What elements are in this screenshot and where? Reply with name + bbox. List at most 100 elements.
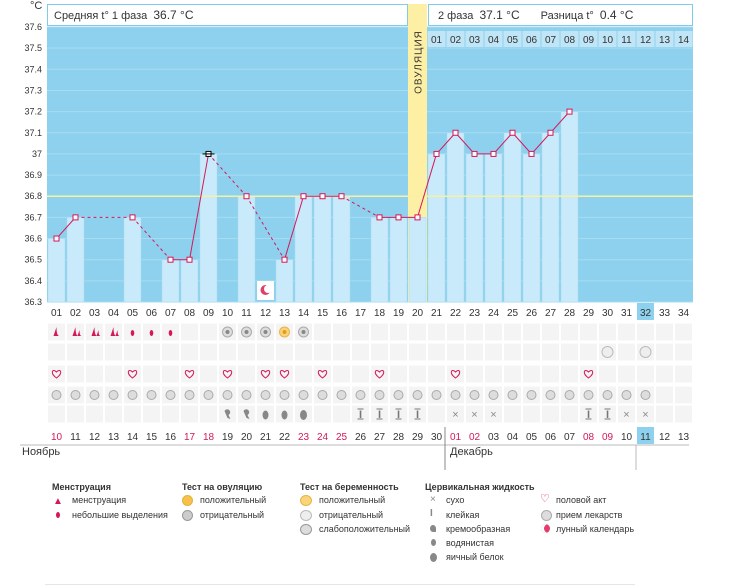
phase2-day-label: 13	[659, 35, 671, 46]
temperature-line-segment	[341, 195, 380, 218]
calendar-date: 11	[70, 432, 81, 443]
pregtest-negative-icon	[601, 346, 614, 358]
symbol-cell	[294, 342, 313, 362]
x-day-label: 17	[355, 308, 367, 319]
symbol-cell	[142, 364, 161, 384]
calendar-date: 14	[127, 432, 139, 443]
temperature-bar	[66, 217, 85, 303]
phase2-summary: 2 фаза 37.1 °C Разница t° 0.4 °C	[428, 4, 693, 26]
symbol-cell	[408, 342, 427, 362]
symbol-cell	[85, 342, 104, 362]
heart-icon	[279, 370, 290, 379]
symbol-cell	[503, 342, 522, 362]
pill-icon	[260, 390, 271, 400]
symbol-cell	[617, 342, 636, 362]
phase2-day-label: 14	[678, 35, 690, 46]
symbol-cell	[408, 404, 427, 424]
x-day-label: 24	[488, 308, 500, 319]
phase2-day-cell	[522, 31, 541, 47]
legend-cervical-sticky: клейкая	[446, 510, 480, 520]
sticky-icon: I	[606, 409, 609, 421]
symbol-cell	[598, 364, 617, 384]
symbol-cell	[655, 364, 674, 384]
symbol-cell	[579, 364, 598, 384]
calendar-date: 04	[507, 432, 519, 443]
symbol-cell	[199, 404, 218, 424]
y-tick-label: 37.5	[24, 43, 42, 53]
ovtest-positive-dot	[282, 330, 287, 334]
symbol-cell	[66, 342, 85, 362]
temperature-bar	[180, 259, 199, 303]
calendar-date: 21	[260, 432, 272, 443]
temperature-point	[566, 108, 573, 115]
legend-cervical-creamy: кремообразная	[446, 524, 511, 534]
ovtest-positive-icon	[182, 495, 193, 506]
phase2-day-label: 04	[488, 35, 500, 46]
temperature-point	[167, 256, 174, 263]
calendar-date: 02	[469, 432, 481, 443]
symbol-cell	[256, 342, 275, 362]
current-date-highlight	[637, 427, 654, 444]
pregtest-negative-icon	[639, 346, 652, 358]
temperature-line-segment	[189, 153, 209, 260]
temperature-bar	[446, 132, 465, 303]
symbol-cell	[237, 364, 256, 384]
symbol-cell	[332, 342, 351, 362]
temperature-point	[338, 193, 345, 200]
dry-icon: ×	[430, 494, 436, 505]
calendar-date: 10	[621, 432, 633, 443]
symbol-cell	[674, 404, 693, 424]
symbol-cell	[370, 404, 389, 424]
symbol-cell	[579, 404, 598, 424]
symbol-cell	[313, 364, 332, 384]
calendar-date: 26	[355, 432, 367, 443]
y-tick-label: 37.3	[24, 85, 42, 95]
phase2-day-cell	[636, 31, 655, 47]
temperature-line-segment	[246, 195, 285, 260]
y-tick-label: 36.4	[24, 276, 42, 286]
legend-cervical-eggwhite: яичный белок	[446, 552, 504, 562]
symbol-cell	[199, 364, 218, 384]
phase2-day-cell	[427, 31, 446, 47]
x-day-label: 03	[89, 308, 101, 319]
calendar-date: 24	[317, 432, 329, 443]
legend-moon: лунный календарь	[556, 524, 635, 534]
menstruation-icon	[77, 330, 82, 336]
symbol-cell	[446, 342, 465, 362]
temperature-point	[376, 214, 383, 221]
x-day-label: 25	[507, 308, 519, 319]
symbol-cell	[446, 364, 465, 384]
symbol-cell	[256, 364, 275, 384]
symbol-cell	[180, 364, 199, 384]
temperature-line-segment	[512, 132, 532, 155]
symbol-cell	[484, 322, 503, 342]
sticky-icon: I	[397, 409, 400, 421]
pill-icon	[146, 390, 157, 400]
phase2-day-cell	[484, 31, 503, 47]
calendar-date: 13	[678, 432, 690, 443]
x-day-label: 22	[450, 308, 462, 319]
menstruation-icon	[110, 327, 117, 336]
pill-icon	[507, 390, 518, 400]
legend-pregtest-title: Тест на беременность	[300, 482, 399, 492]
symbol-cell	[370, 322, 389, 342]
legend-cervical-dry: сухо	[446, 495, 465, 505]
x-day-label: 02	[70, 308, 82, 319]
symbol-cell	[427, 404, 446, 424]
x-day-label: 06	[146, 308, 158, 319]
symbol-cell	[655, 322, 674, 342]
symbol-cell	[655, 342, 674, 362]
symbol-cell	[617, 404, 636, 424]
pill-icon	[203, 390, 214, 400]
symbol-cell	[541, 364, 560, 384]
symbol-cell	[104, 342, 123, 362]
temperature-point	[433, 150, 440, 157]
x-day-label: 12	[260, 308, 272, 319]
symbol-cell	[579, 322, 598, 342]
calendar-date: 07	[564, 432, 576, 443]
phase2-day-label: 10	[602, 35, 614, 46]
temperature-point	[414, 214, 421, 221]
temperature-line-segment	[56, 217, 76, 239]
symbol-cell	[503, 322, 522, 342]
symbol-cell	[142, 404, 161, 424]
